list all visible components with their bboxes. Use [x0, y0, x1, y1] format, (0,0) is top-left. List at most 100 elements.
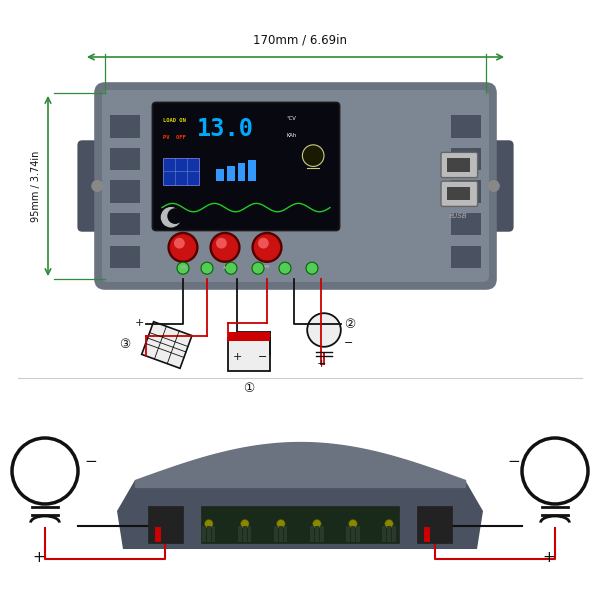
Bar	[110, 213, 140, 235]
Text: 95mm / 3.74in: 95mm / 3.74in	[31, 151, 41, 221]
Bar	[315, 526, 319, 542]
Circle shape	[212, 234, 238, 260]
Text: +: +	[233, 352, 242, 362]
Bar	[356, 526, 359, 542]
Bar	[451, 245, 481, 268]
Bar	[284, 526, 287, 542]
Circle shape	[12, 438, 78, 504]
Circle shape	[251, 232, 283, 263]
Text: LOAD ON: LOAD ON	[163, 118, 186, 123]
Text: KAh: KAh	[287, 133, 297, 137]
Bar	[417, 506, 452, 544]
Bar	[155, 527, 161, 542]
Text: ◀◀: ◀◀	[179, 265, 187, 269]
Bar	[447, 187, 470, 200]
Text: °CV: °CV	[287, 116, 296, 121]
Bar	[451, 148, 481, 170]
Text: ▼▼: ▼▼	[263, 265, 271, 269]
Circle shape	[254, 234, 280, 260]
Bar	[142, 322, 192, 368]
Circle shape	[258, 238, 269, 248]
Bar	[320, 526, 323, 542]
Bar	[248, 526, 251, 542]
Circle shape	[252, 262, 264, 274]
Bar	[238, 163, 245, 181]
Bar	[424, 527, 430, 542]
FancyBboxPatch shape	[102, 90, 489, 282]
Text: +: +	[32, 550, 46, 565]
Bar	[238, 526, 242, 542]
Bar	[387, 526, 391, 542]
Circle shape	[201, 262, 213, 274]
Text: PV  OFF: PV OFF	[163, 135, 186, 140]
Circle shape	[91, 180, 103, 192]
Bar	[351, 526, 355, 542]
Text: ③: ③	[119, 338, 131, 352]
Text: 13.0: 13.0	[197, 117, 254, 141]
Bar	[346, 526, 350, 542]
Circle shape	[313, 520, 321, 528]
Text: 170mm / 6.69in: 170mm / 6.69in	[253, 33, 347, 46]
Bar	[310, 526, 314, 542]
Text: éUSB: éUSB	[449, 213, 467, 219]
Bar	[243, 526, 247, 542]
Circle shape	[241, 520, 249, 528]
Bar	[451, 213, 481, 235]
Polygon shape	[117, 480, 483, 549]
Bar	[274, 526, 278, 542]
FancyBboxPatch shape	[152, 103, 340, 230]
Bar	[110, 115, 140, 137]
Bar	[207, 526, 211, 542]
Bar	[227, 166, 235, 181]
Bar	[228, 332, 270, 340]
Text: −: −	[344, 338, 353, 348]
FancyBboxPatch shape	[441, 152, 478, 178]
Bar	[148, 506, 183, 544]
Circle shape	[522, 438, 588, 504]
Text: +: +	[134, 317, 144, 328]
Circle shape	[161, 208, 181, 227]
Circle shape	[177, 262, 189, 274]
Bar	[110, 148, 140, 170]
Bar	[110, 181, 140, 203]
Bar	[447, 158, 470, 172]
Bar	[110, 245, 140, 268]
Circle shape	[174, 238, 185, 248]
FancyBboxPatch shape	[474, 140, 514, 232]
Circle shape	[209, 232, 241, 263]
Circle shape	[349, 520, 357, 528]
Circle shape	[302, 145, 324, 166]
Bar	[451, 181, 481, 203]
Circle shape	[225, 262, 237, 274]
Circle shape	[279, 262, 291, 274]
Text: ①: ①	[244, 382, 254, 395]
Bar	[212, 526, 215, 542]
Circle shape	[488, 180, 500, 192]
Bar	[228, 337, 270, 371]
Bar	[392, 526, 395, 542]
Bar	[248, 160, 256, 181]
Circle shape	[385, 520, 393, 528]
Text: ②: ②	[344, 317, 355, 331]
FancyBboxPatch shape	[77, 140, 117, 232]
Text: +: +	[542, 550, 556, 565]
Text: −: −	[507, 455, 520, 469]
Bar	[201, 506, 399, 544]
Circle shape	[216, 238, 227, 248]
Circle shape	[205, 520, 213, 528]
FancyBboxPatch shape	[441, 181, 478, 206]
Circle shape	[167, 232, 199, 263]
Circle shape	[277, 520, 285, 528]
Circle shape	[307, 313, 341, 347]
Text: +: +	[316, 359, 326, 369]
Bar	[451, 115, 481, 137]
Bar	[279, 526, 283, 542]
Circle shape	[168, 209, 182, 223]
Bar	[202, 526, 206, 542]
Text: −: −	[258, 352, 268, 362]
Bar	[216, 169, 224, 181]
Bar	[382, 526, 386, 542]
FancyBboxPatch shape	[94, 82, 497, 290]
Bar	[163, 158, 199, 185]
Circle shape	[306, 262, 318, 274]
